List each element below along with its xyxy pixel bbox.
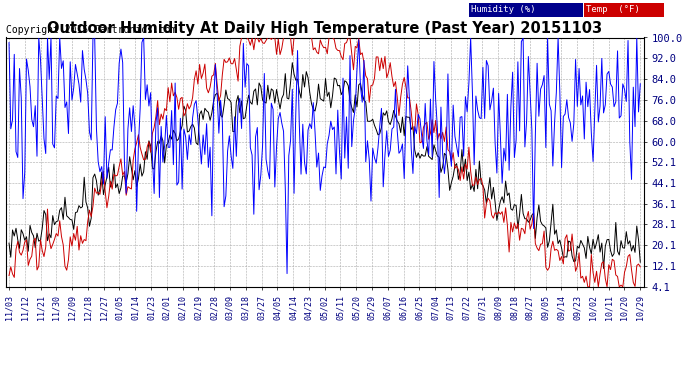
- Text: Copyright 2015 Cartronics.com: Copyright 2015 Cartronics.com: [6, 25, 176, 35]
- Text: Humidity (%): Humidity (%): [471, 5, 535, 14]
- Title: Outdoor Humidity At Daily High Temperature (Past Year) 20151103: Outdoor Humidity At Daily High Temperatu…: [47, 21, 602, 36]
- Text: Temp  (°F): Temp (°F): [586, 5, 640, 14]
